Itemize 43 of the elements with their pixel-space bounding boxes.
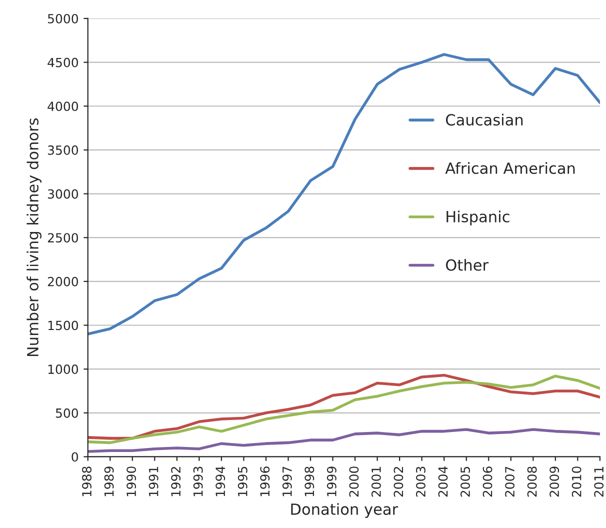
- line-series: [88, 53, 600, 336]
- x-tick-label: 1995: [238, 466, 248, 496]
- x-tick-label: 1991: [148, 466, 158, 496]
- x-tick-label: 2011: [594, 466, 604, 497]
- x-tick-label: 2005: [460, 466, 470, 497]
- x-tick-label: 2009: [550, 466, 560, 497]
- y-tick-label: 2500: [48, 233, 78, 243]
- legend-label: African American: [445, 162, 575, 174]
- x-tick-label: 1998: [304, 466, 314, 496]
- x-tick-label: 2000: [349, 466, 359, 497]
- y-tick-label: 4000: [48, 102, 78, 112]
- y-tick-label: 5000: [48, 14, 78, 24]
- y-tick-label: 4500: [48, 58, 78, 68]
- x-tick-label: 2007: [505, 466, 515, 497]
- legend-label: Caucasian: [446, 114, 523, 126]
- x-tick-label: 1989: [104, 466, 114, 496]
- y-tick-label: 0: [72, 452, 78, 462]
- y-tick-label: 3500: [48, 145, 78, 155]
- y-axis-title: Number of living kidney donors: [26, 118, 42, 356]
- x-tick-label: 2003: [416, 466, 426, 497]
- y-tick-label: 2000: [48, 276, 78, 286]
- x-tick-label: 2002: [394, 467, 404, 497]
- legend-label: Other: [446, 258, 489, 271]
- x-tick-label: 1993: [193, 466, 203, 496]
- x-tick-label: 1996: [260, 466, 270, 496]
- x-tick-label: 2010: [572, 466, 582, 497]
- x-axis-title: Donation year: [291, 503, 398, 518]
- x-tick-label: 1997: [282, 466, 292, 496]
- y-tick-label: 1000: [48, 364, 78, 374]
- x-tick-label: 1990: [126, 466, 136, 496]
- y-tick-label: 500: [56, 408, 78, 418]
- x-tick-label: 2006: [482, 466, 492, 497]
- legend-label: Hispanic: [446, 210, 510, 226]
- x-tick-label: 1994: [216, 466, 226, 496]
- line-series: [88, 428, 600, 453]
- x-tick-label: 2004: [438, 466, 448, 497]
- x-tick-label: 1992: [171, 467, 181, 496]
- x-tick-label: 1988: [82, 466, 92, 496]
- x-tick-label: 2008: [527, 466, 537, 497]
- y-tick-label: 3000: [48, 189, 78, 199]
- x-tick-label: 1999: [326, 466, 336, 496]
- y-tick-label: 1500: [48, 320, 78, 330]
- x-tick-label: 2001: [371, 466, 381, 497]
